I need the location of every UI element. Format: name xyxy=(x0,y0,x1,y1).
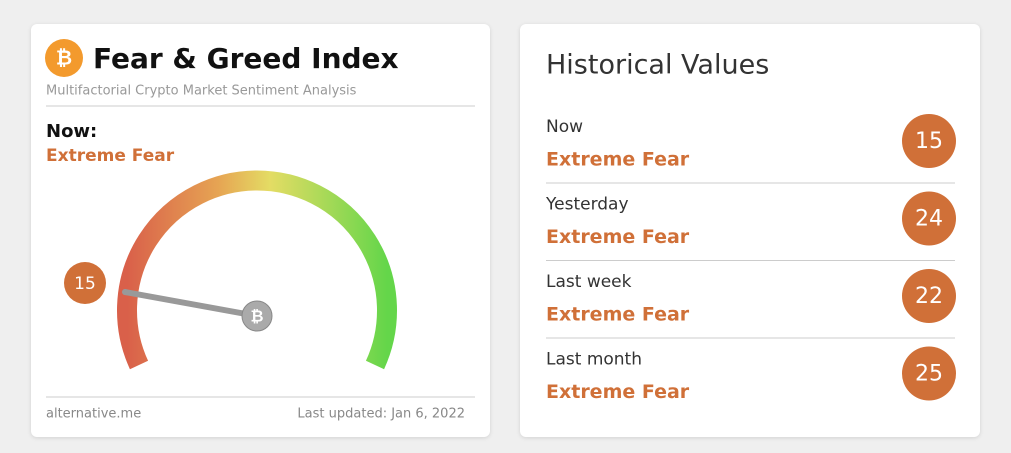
widget-subtitle: Multifactorial Crypto Market Sentiment A… xyxy=(46,84,357,99)
row-status: Extreme Fear xyxy=(546,226,690,248)
now-status: Extreme Fear xyxy=(46,146,175,166)
widget-title: Fear & Greed Index xyxy=(93,42,399,75)
now-label: Now: xyxy=(46,121,97,142)
now-value: 15 xyxy=(74,274,96,294)
value-badge xyxy=(902,114,956,168)
row-value: 15 xyxy=(915,129,943,154)
history-list: Historical Values Now Extreme Fear 15 Yeste… xyxy=(545,50,956,403)
needle-hub xyxy=(241,300,273,332)
row-label: Yesterday xyxy=(545,195,629,215)
row-status: Extreme Fear xyxy=(546,304,690,326)
gauge-needle xyxy=(122,289,260,319)
row-label: Last month xyxy=(546,350,642,370)
history-card: Historical Values Now Extreme Fear 15 Yeste… xyxy=(520,24,980,437)
source: alternative.me xyxy=(46,407,141,422)
row-status: Extreme Fear xyxy=(546,149,690,171)
bitcoin-logo xyxy=(45,39,83,77)
row-label: Last week xyxy=(546,272,632,292)
value-badge xyxy=(64,262,106,304)
gauge-widget: ₿ Fear & Greed Index Multifactorial Cryp… xyxy=(45,39,475,422)
row-value: 22 xyxy=(915,284,943,309)
value-badge xyxy=(902,269,956,323)
bitcoin-symbol: ₿ xyxy=(56,46,72,70)
last-updated: Last updated: Jan 6, 2022 xyxy=(297,407,465,422)
history-title: Historical Values xyxy=(546,50,769,81)
hub-symbol: ₿ xyxy=(250,307,263,326)
row-status: Extreme Fear xyxy=(546,381,690,403)
value-badge xyxy=(902,191,956,246)
gauge-arc xyxy=(117,170,397,370)
fear-greed-card: ₿ Fear & Greed Index Multifactorial Cryp… xyxy=(31,24,490,437)
row-label: Now xyxy=(546,117,583,137)
row-value: 25 xyxy=(915,362,943,387)
value-badge xyxy=(902,346,956,401)
row-value: 24 xyxy=(915,207,943,232)
